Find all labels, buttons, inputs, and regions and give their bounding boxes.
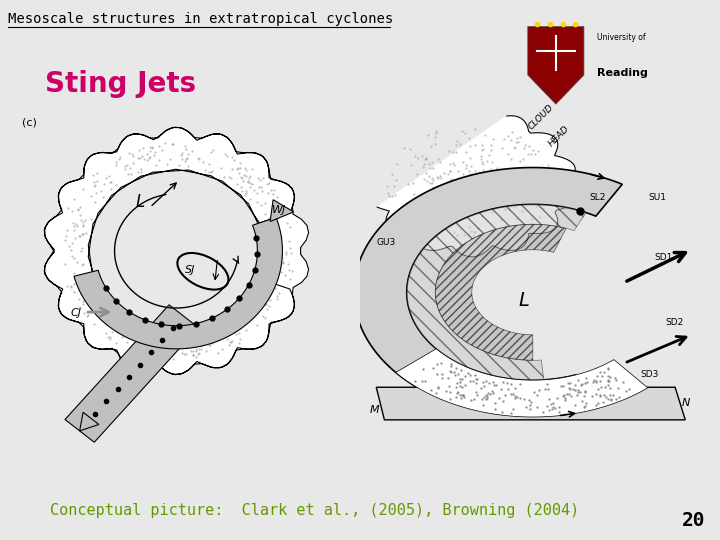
Polygon shape	[528, 26, 584, 104]
Text: Conceptual picture:  Clark et al., (2005), Browning (2004): Conceptual picture: Clark et al., (2005)…	[50, 503, 580, 518]
Text: SJ: SJ	[185, 265, 196, 275]
Text: Reading: Reading	[597, 68, 648, 78]
Polygon shape	[377, 387, 685, 420]
Polygon shape	[354, 167, 622, 417]
Text: SD1: SD1	[654, 253, 673, 262]
Text: CLOUD: CLOUD	[527, 103, 555, 131]
Text: (c): (c)	[22, 118, 37, 127]
Polygon shape	[396, 349, 648, 417]
Polygon shape	[270, 200, 294, 221]
Text: Sting Jets: Sting Jets	[45, 70, 196, 98]
Text: 20: 20	[682, 511, 705, 530]
Text: WJ: WJ	[272, 205, 287, 215]
Polygon shape	[435, 224, 566, 360]
Text: HEAD: HEAD	[547, 124, 572, 149]
Text: University of: University of	[597, 33, 646, 42]
Text: M: M	[370, 405, 379, 415]
Text: L: L	[518, 292, 529, 310]
Text: GU3: GU3	[377, 239, 395, 247]
Text: N: N	[681, 397, 690, 408]
Polygon shape	[407, 205, 586, 380]
Text: Mesoscale structures in extratropical cyclones: Mesoscale structures in extratropical cy…	[8, 12, 393, 26]
Text: SD2: SD2	[665, 318, 683, 327]
Polygon shape	[65, 305, 199, 442]
Polygon shape	[377, 116, 575, 257]
Polygon shape	[45, 127, 309, 375]
Text: L: L	[135, 193, 145, 211]
Text: SU1: SU1	[649, 193, 667, 202]
Polygon shape	[74, 218, 282, 349]
Text: CJ: CJ	[71, 308, 81, 318]
Polygon shape	[80, 412, 99, 431]
Text: SD3: SD3	[641, 370, 659, 379]
Text: SL2: SL2	[590, 193, 606, 202]
